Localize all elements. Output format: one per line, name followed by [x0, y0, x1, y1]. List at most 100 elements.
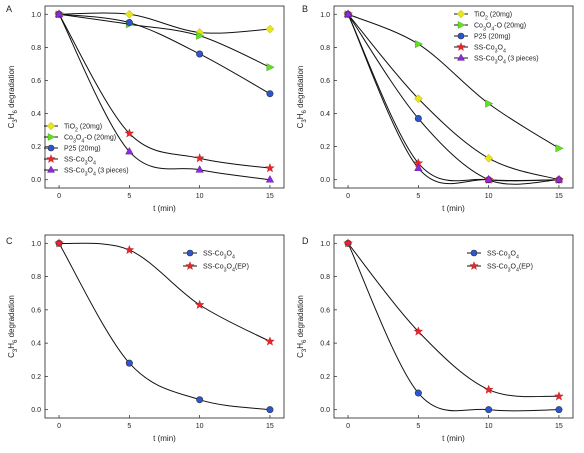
panel-label: B [302, 4, 308, 14]
data-point-star [413, 326, 424, 336]
data-point-triangle-up [195, 165, 204, 173]
data-point-circle [414, 115, 422, 123]
data-point-diamond [265, 24, 275, 34]
y-tick-label: 0.0 [31, 407, 41, 414]
x-tick-label: 10 [485, 423, 493, 430]
x-tick-label: 5 [127, 423, 131, 430]
y-tick-label: 0.8 [320, 45, 330, 52]
legend-marker [457, 21, 466, 29]
y-tick-label: 1.0 [31, 241, 41, 248]
series-line [59, 12, 270, 34]
panel-label: C [6, 236, 13, 246]
series-line [347, 13, 559, 185]
y-tick-label: 0.2 [31, 144, 41, 151]
x-axis-label: t (min) [153, 204, 176, 213]
legend-label: TiO2 (20mg) [474, 12, 512, 22]
x-axis-label: t (min) [442, 204, 465, 213]
y-tick-label: 0.4 [320, 341, 330, 348]
data-point-star [554, 391, 564, 401]
data-point-triangle-right [266, 63, 275, 72]
y-tick-label: 1.0 [320, 12, 330, 19]
series-line [347, 13, 560, 149]
y-tick-label: 0.6 [320, 78, 330, 85]
legend-marker [457, 32, 465, 40]
data-point-star [54, 238, 64, 248]
plot-frame [333, 234, 574, 419]
plot-frame [44, 5, 285, 189]
legend-label: SS-Co3O4 (3 pieces) [64, 168, 129, 178]
legend-label: SS-Co3O4(EP) [487, 264, 533, 274]
x-tick-label: 10 [196, 423, 204, 430]
data-point-circle [555, 406, 563, 414]
legend: TiO2 (20mg)Co3O4-O (20mg)P25 (20mg) SS-Co… [44, 121, 129, 178]
data-point-triangle-up [54, 9, 64, 18]
x-tick-label: 5 [416, 423, 420, 430]
legend-marker [186, 249, 194, 257]
data-point-circle [266, 406, 274, 414]
data-point-triangle-right [555, 144, 564, 153]
data-point-circle [266, 90, 274, 98]
x-tick-label: 0 [346, 423, 350, 430]
legend: SS-Co3O4 SS-Co3O4(EP) [183, 249, 249, 274]
data-point-star [124, 128, 135, 138]
legend-label: TiO2 (20mg) [64, 124, 102, 134]
legend-marker [469, 261, 479, 270]
data-point-triangle-right [414, 40, 424, 49]
series-line [347, 243, 559, 412]
x-axis-label: t (min) [442, 434, 465, 443]
series-line [347, 243, 559, 398]
data-point-triangle-up [414, 163, 423, 171]
legend: SS-Co3O4 SS-Co3O4(EP) [467, 249, 533, 274]
x-tick-label: 5 [127, 193, 131, 200]
data-point-circle [125, 19, 133, 27]
x-tick-label: 15 [555, 423, 563, 430]
data-point-triangle-up [343, 9, 353, 18]
y-tick-label: 0.6 [31, 307, 41, 314]
legend-label: SS-Co3O4 [474, 45, 506, 55]
x-axis-label: t (min) [153, 434, 176, 443]
panel-a: A 0 5 10 15 0.0 0.2 0.4 0.6 0.8 1.0 t (min) C3H6 deg… [6, 4, 285, 213]
y-tick-label: 0.8 [320, 274, 330, 281]
series-line [59, 13, 271, 95]
y-tick-label: 0.4 [320, 111, 330, 118]
y-tick-label: 0.8 [31, 45, 41, 52]
data-point-circle [196, 396, 204, 404]
legend-label: P25 (20mg) [474, 34, 511, 41]
legend-marker [47, 133, 56, 141]
data-point-circle [485, 406, 493, 414]
panel-d: D 0 5 10 15 0.0 0.2 0.4 0.6 0.8 1.0 t (min) C3H6 deg… [296, 234, 574, 443]
y-tick-label: 0.2 [320, 144, 330, 151]
legend-marker [46, 121, 56, 131]
legend: TiO2 (20mg)Co3O4-O (20mg)P25 (20mg) SS-Co… [454, 9, 539, 66]
data-point-star [194, 299, 205, 309]
series-line [347, 14, 559, 185]
legend-label: Co3O4-O (20mg) [64, 135, 116, 145]
data-point-triangle-up [554, 175, 564, 183]
data-point-circle [414, 389, 422, 397]
data-point-diamond [484, 153, 493, 163]
data-point-triangle-right [196, 31, 205, 40]
legend-marker [457, 53, 465, 61]
data-point-triangle-up [484, 175, 493, 183]
data-point-triangle-up [125, 146, 134, 155]
y-axis-label: C3H6 degradation [296, 295, 308, 358]
legend-label: SS-Co3O4(EP) [203, 264, 249, 274]
data-point-circle [125, 359, 133, 367]
legend-label: SS-Co3O4 [64, 157, 96, 167]
data-point-star [483, 384, 494, 394]
legend-marker [456, 9, 466, 19]
y-tick-label: 0.2 [31, 374, 41, 381]
x-tick-label: 0 [57, 193, 61, 200]
y-axis-label: C3H6 degradation [296, 66, 308, 129]
y-tick-label: 0.6 [31, 78, 41, 85]
y-axis-label: C3H6 degradation [7, 66, 19, 129]
data-point-triangle-up [265, 175, 275, 183]
legend-marker [46, 154, 56, 163]
y-tick-label: 0.2 [320, 374, 330, 381]
series-line [59, 242, 271, 342]
data-point-star [265, 163, 275, 173]
series-line [58, 14, 271, 181]
legend-marker [185, 261, 195, 270]
y-axis-label: C3H6 degradation [7, 295, 19, 358]
y-tick-label: 0.0 [320, 407, 330, 414]
